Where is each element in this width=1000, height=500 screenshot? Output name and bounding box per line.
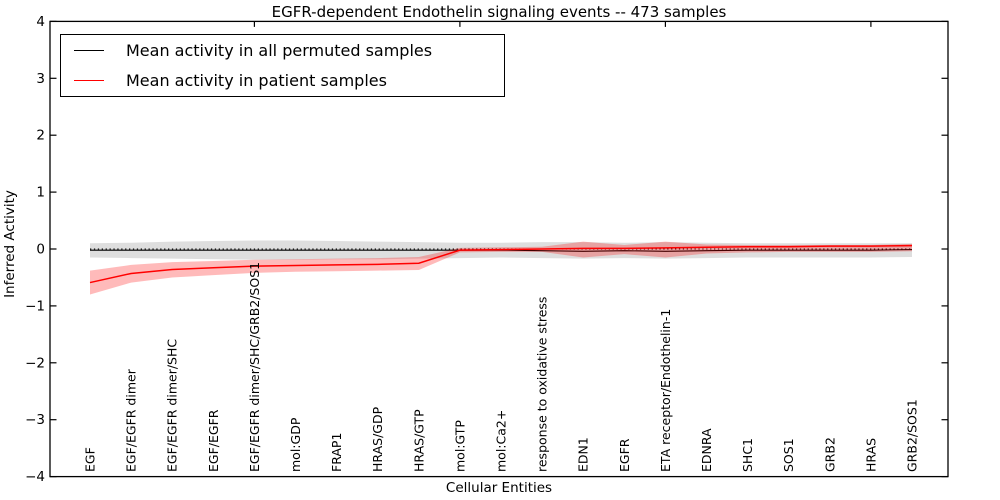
x-category-label: EGFR [617, 438, 632, 472]
x-category-label: HRAS/GDP [370, 406, 385, 472]
legend-label-permuted: Mean activity in all permuted samples [126, 41, 433, 61]
x-category-label: GRB2/SOS1 [905, 399, 920, 472]
legend-item-patient: Mean activity in patient samples [61, 66, 504, 94]
x-category-label: mol:GTP [452, 420, 467, 472]
x-category-label: EGF/EGFR dimer [124, 368, 139, 472]
x-category-label: EDNRA [699, 428, 714, 472]
x-category-label: SOS1 [781, 438, 796, 472]
patient-mean-line [89, 244, 913, 284]
y-tick-label: 1 [36, 185, 45, 201]
legend: Mean activity in all permuted samples Me… [60, 34, 505, 97]
y-tick-label: 4 [36, 14, 45, 30]
legend-label-patient: Mean activity in patient samples [126, 70, 387, 90]
y-tick-label: −1 [25, 298, 45, 314]
x-category-label: mol:GDP [288, 417, 303, 472]
x-category-label: GRB2 [822, 437, 837, 472]
x-axis-label: Cellular Entities [445, 480, 553, 496]
y-tick-label: −3 [25, 412, 45, 428]
legend-item-permuted: Mean activity in all permuted samples [61, 37, 504, 65]
permuted-line-swatch [74, 50, 104, 52]
y-tick-label: 0 [36, 242, 45, 258]
patient-line-swatch [74, 79, 104, 81]
chart-title: EGFR-dependent Endothelin signaling even… [271, 3, 727, 21]
x-category-label: HRAS [863, 438, 878, 472]
x-category-label: EGF/EGFR [206, 409, 221, 472]
x-category-label: EGF/EGFR dimer/SHC [165, 339, 180, 472]
y-axis-label: Inferred Activity [2, 190, 18, 298]
y-tick-label: 3 [36, 71, 45, 87]
x-category-label: EGF/EGFR dimer/SHC/GRB2/SOS1 [247, 262, 262, 472]
x-category-label: ETA receptor/Endothelin-1 [658, 309, 673, 472]
y-tick-label: −4 [25, 469, 45, 485]
x-category-label: EDN1 [576, 437, 591, 472]
x-category-label: SHC1 [740, 438, 755, 472]
x-category-label: response to oxidative stress [535, 297, 550, 472]
y-tick-label: −2 [25, 355, 45, 371]
y-tick-label: 2 [36, 128, 45, 144]
x-category-label: HRAS/GTP [411, 409, 426, 472]
x-category-label: mol:Ca2+ [494, 410, 509, 472]
x-category-label: FRAP1 [329, 433, 344, 472]
x-category-label: EGF [83, 447, 98, 472]
